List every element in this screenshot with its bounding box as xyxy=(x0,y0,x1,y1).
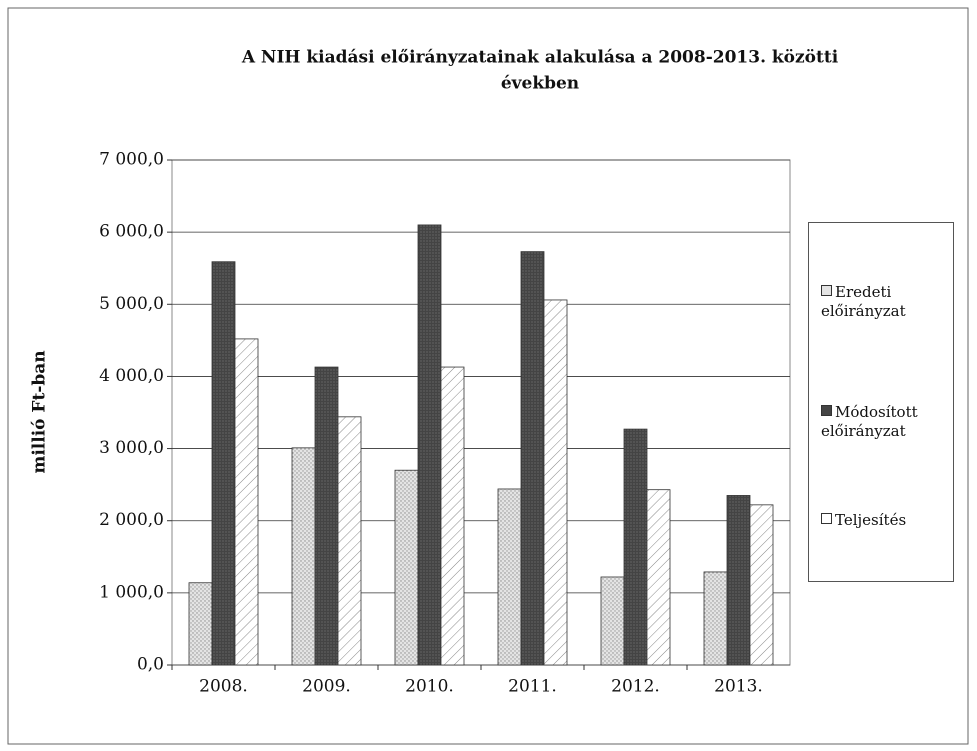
y-tick-label: 1 000,0 xyxy=(99,582,164,602)
bar xyxy=(703,571,728,666)
bar xyxy=(520,251,545,666)
legend-label: Eredeti előirányzat xyxy=(821,283,906,320)
bar xyxy=(726,495,751,666)
y-tick-label: 5 000,0 xyxy=(99,294,164,314)
legend-swatch xyxy=(821,513,832,524)
bar xyxy=(600,576,625,666)
bar xyxy=(234,338,259,666)
bar xyxy=(211,261,236,666)
y-tick-label: 3 000,0 xyxy=(99,438,164,458)
x-tick-label: 2011. xyxy=(508,677,557,697)
legend: Eredeti előirányzat Módosított előirányza… xyxy=(808,222,954,582)
chart-border xyxy=(7,7,969,745)
y-axis-label: millió Ft-ban xyxy=(30,350,50,473)
legend-label: Módosított előirányzat xyxy=(821,403,918,440)
bar xyxy=(188,582,213,666)
legend-swatch xyxy=(821,285,832,296)
y-tick-label: 7 000,0 xyxy=(99,150,164,170)
x-tick-label: 2008. xyxy=(199,677,248,697)
x-tick-label: 2013. xyxy=(714,677,763,697)
x-tick-label: 2009. xyxy=(302,677,351,697)
y-tick-label: 6 000,0 xyxy=(99,222,164,242)
bar xyxy=(749,504,774,666)
legend-swatch xyxy=(821,405,832,416)
bar xyxy=(291,447,316,666)
chart-title: A NIH kiadási előirányzatainak alakulása… xyxy=(241,48,839,68)
bar xyxy=(417,224,442,666)
bar xyxy=(440,366,465,666)
bar xyxy=(646,489,671,666)
legend-label: Teljesítés xyxy=(835,511,907,529)
plot-area xyxy=(171,159,791,666)
legend-entry: Módosított előirányzat xyxy=(821,403,949,441)
bar xyxy=(623,428,648,666)
chart-title-line2: években xyxy=(501,74,579,94)
bar xyxy=(543,299,568,666)
x-tick-label: 2010. xyxy=(405,677,454,697)
y-tick-label: 0,0 xyxy=(137,655,164,675)
legend-entry: Teljesítés xyxy=(821,511,949,530)
legend-entry: Eredeti előirányzat xyxy=(821,283,949,321)
bar xyxy=(497,488,522,666)
bar xyxy=(394,469,419,666)
y-tick-label: 4 000,0 xyxy=(99,366,164,386)
x-tick-label: 2012. xyxy=(611,677,660,697)
y-tick-label: 2 000,0 xyxy=(99,510,164,530)
bar xyxy=(314,366,339,666)
bar xyxy=(337,416,362,666)
